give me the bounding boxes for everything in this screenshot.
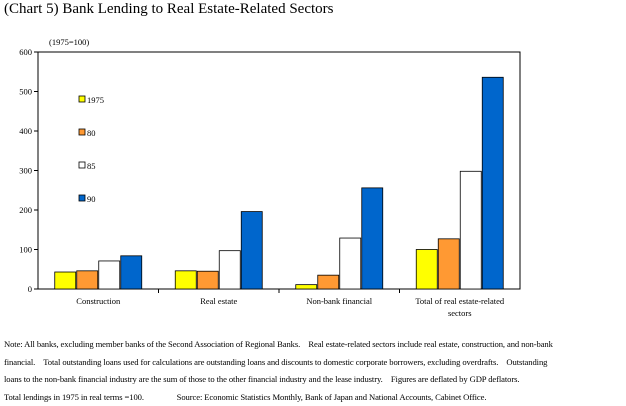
legend-label-85: 85 [87, 161, 96, 171]
y-tick-label: 200 [19, 205, 32, 215]
legend-label-90: 90 [87, 194, 96, 204]
x-tick-label: Non-bank financial [306, 296, 372, 306]
y-tick-label: 300 [19, 166, 32, 176]
bar-1975-4 [415, 249, 438, 290]
bar-1975-1 [54, 271, 77, 290]
bar-1975-3 [295, 284, 318, 290]
unit-label: (1975=100) [49, 37, 90, 47]
bar-80-1 [76, 270, 99, 290]
bar-1975-2 [174, 270, 197, 290]
bar-85-4 [459, 170, 482, 290]
footnote-line: Total lendings in 1975 in real terms =10… [4, 391, 487, 402]
bar-85-3 [339, 237, 362, 290]
bar-85-1 [98, 260, 121, 290]
legend-swatch-90 [78, 194, 86, 202]
footnote-line: financial. Total outstanding loans used … [4, 356, 548, 367]
bar-90-3 [361, 187, 384, 290]
bar-85-2 [218, 250, 241, 290]
bar-80-4 [437, 238, 460, 290]
chart-title: (Chart 5) Bank Lending to Real Estate-Re… [4, 1, 334, 17]
footnote: Note: All banks, excluding member banks … [4, 336, 624, 406]
x-tick-label: Construction [76, 296, 121, 306]
bar-80-3 [317, 274, 340, 290]
bar-chart: 0 100 200 300 400 500 600 Construction Real esta… [19, 47, 521, 318]
y-tick-label: 500 [19, 87, 32, 97]
y-tick-label: 400 [19, 126, 32, 136]
legend-label-80: 80 [87, 128, 96, 138]
bar-80-2 [196, 270, 219, 290]
x-tick-label: Real estate [200, 296, 237, 306]
legend-swatch-85 [78, 161, 86, 169]
x-tick-label: Total of real estate-related [415, 296, 505, 306]
footnote-line: loans to the non-bank financial industry… [4, 374, 520, 384]
y-tick-label: 100 [19, 245, 32, 255]
bar-90-4 [481, 76, 504, 290]
footnote-line: Note: All banks, excluding member banks … [4, 339, 553, 349]
legend-label-1975: 1975 [87, 95, 104, 105]
x-tick-label: sectors [448, 308, 472, 318]
bar-90-1 [120, 255, 143, 290]
bar-90-2 [240, 211, 263, 290]
legend-swatch-1975 [78, 95, 86, 103]
y-tick-label: 600 [19, 47, 32, 57]
y-tick-label: 0 [28, 284, 32, 294]
legend-swatch-80 [78, 128, 86, 136]
